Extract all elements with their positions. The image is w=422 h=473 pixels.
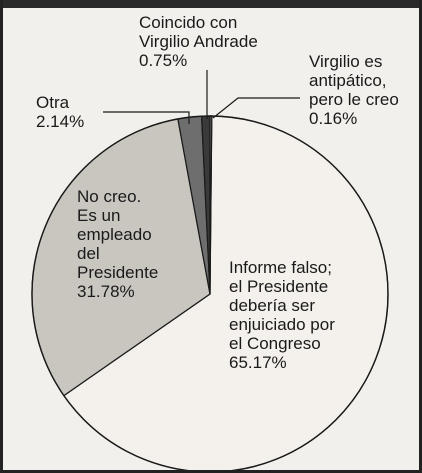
slice-label-line: el Congreso [229, 334, 321, 353]
label-informe-falso: Informe falso; el Presidente debería ser… [229, 258, 335, 372]
slice-label-line: No creo. [77, 187, 142, 206]
slice-label-line: Presidente [77, 263, 159, 282]
pie-outline [31, 115, 389, 470]
slice-value: 0.75% [139, 51, 188, 70]
slice-value: 2.14% [36, 112, 85, 131]
slice-label-line: Informe falso; [229, 258, 332, 277]
slice-value: 65.17% [229, 353, 287, 372]
slice-label-line: debería ser [229, 296, 315, 315]
slice-value: 31.78% [77, 282, 135, 301]
slice-value: 0.16% [309, 109, 358, 128]
header-bar [3, 0, 419, 8]
slice-label-line: antipático, [309, 71, 387, 90]
slice-label-line: del [77, 244, 100, 263]
slice-label-line: Virgilio es [309, 52, 383, 71]
label-coincido: Coincido con Virgilio Andrade 0.75% [139, 13, 258, 70]
leader-line-virgilio-antipatico [212, 97, 300, 119]
slice-label-line: pero le creo [309, 90, 399, 109]
label-otra: Otra 2.14% [36, 93, 84, 131]
label-no-creo: No creo. Es un empleado del Presidente 3… [77, 187, 158, 301]
label-virgilio-antipatico: Virgilio es antipático, pero le creo 0.1… [309, 52, 399, 128]
slice-label-line: Coincido con [139, 13, 238, 32]
pie-chart [31, 70, 389, 470]
slice-label-line: el Presidente [229, 277, 329, 296]
slice-label-line: Virgilio Andrade [139, 32, 258, 51]
slice-label-line: empleado [77, 225, 152, 244]
slice-label-line: enjuiciado por [229, 315, 335, 334]
leader-line-otra [103, 111, 190, 124]
slice-label-line: Es un [77, 206, 121, 225]
slice-label-line: Otra [36, 93, 70, 112]
